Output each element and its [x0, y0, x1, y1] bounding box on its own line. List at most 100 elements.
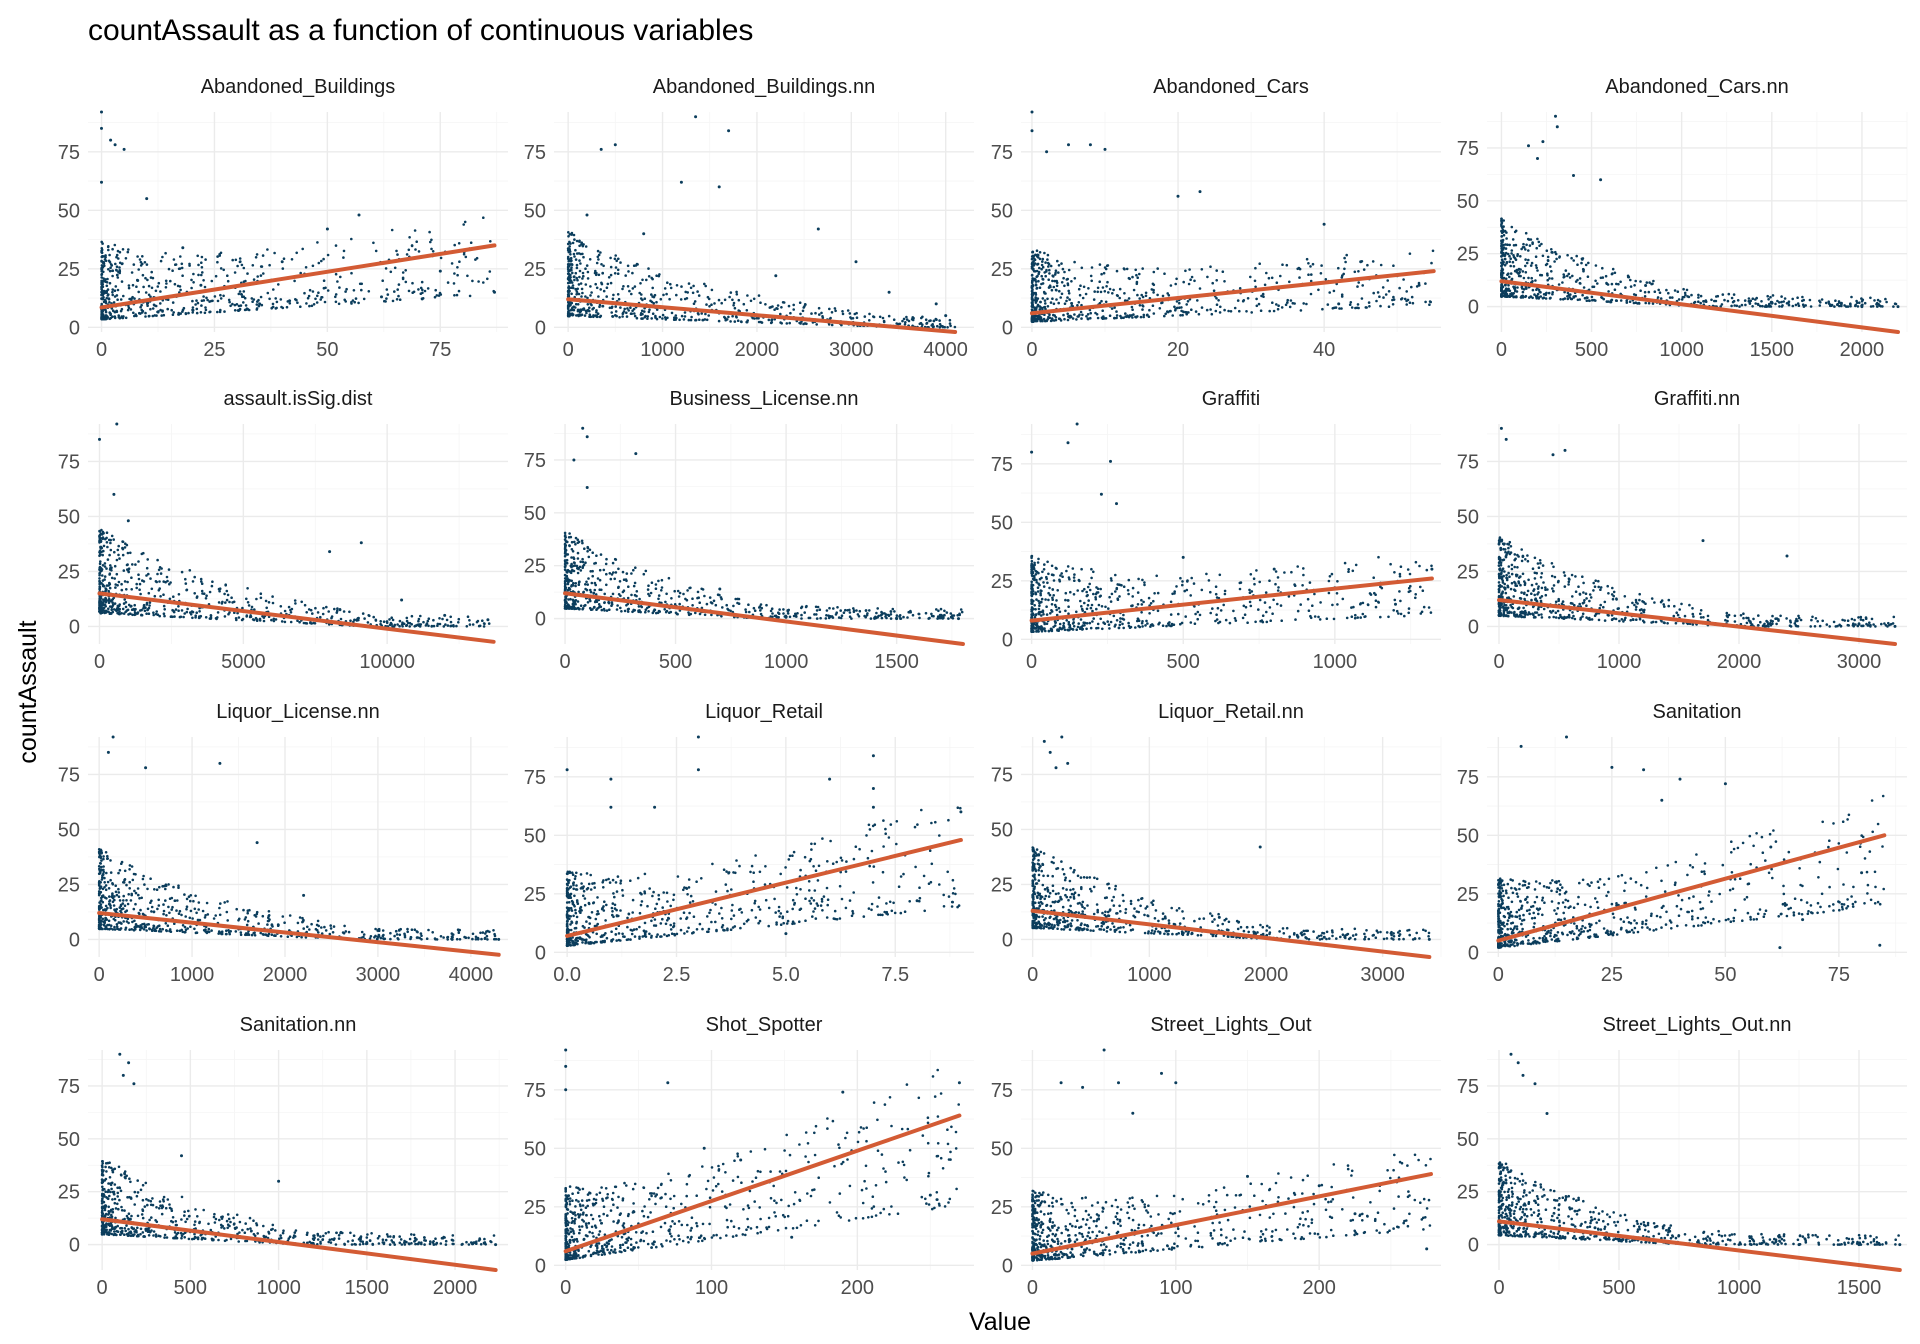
data-point: [1169, 309, 1172, 313]
data-point: [244, 304, 248, 307]
data-point: [1524, 264, 1527, 268]
data-point: [576, 303, 580, 306]
data-point: [169, 279, 172, 283]
data-point: [1198, 190, 1202, 194]
data-point: [1522, 288, 1526, 291]
data-point: [1141, 305, 1145, 308]
data-point: [98, 437, 101, 441]
data-point: [155, 580, 158, 584]
data-point: [222, 268, 225, 272]
data-point: [679, 298, 683, 301]
data-point: [697, 294, 701, 297]
data-point: [568, 249, 571, 252]
data-point: [188, 569, 192, 572]
data-point: [632, 609, 635, 613]
data-point: [398, 619, 402, 623]
data-point: [1041, 297, 1045, 300]
data-point: [193, 575, 196, 579]
data-point: [1130, 305, 1134, 309]
data-point: [1055, 288, 1058, 292]
data-point: [768, 306, 772, 309]
data-point: [277, 283, 280, 286]
data-point: [429, 240, 432, 244]
data-point: [199, 311, 203, 314]
data-point: [204, 308, 208, 312]
data-point: [1033, 258, 1037, 261]
data-point: [102, 317, 106, 321]
data-point: [1330, 572, 1334, 576]
data-point: [1403, 297, 1407, 301]
data-point: [1113, 625, 1117, 628]
data-point: [779, 312, 782, 316]
data-point: [641, 278, 644, 282]
data-point: [275, 300, 279, 304]
data-point: [1127, 276, 1131, 280]
data-point: [1407, 607, 1411, 610]
data-point: [1858, 301, 1861, 305]
data-point: [682, 592, 685, 596]
data-point: [1066, 318, 1070, 322]
data-point: [246, 587, 249, 590]
data-point: [731, 314, 734, 318]
data-point: [1572, 295, 1575, 299]
data-point: [587, 555, 591, 559]
data-point: [197, 273, 200, 277]
data-point: [649, 591, 653, 595]
data-point: [1398, 572, 1402, 576]
data-point: [1134, 315, 1137, 319]
data-point: [158, 580, 161, 583]
data-point: [573, 540, 576, 544]
data-point: [624, 274, 627, 277]
data-point: [177, 605, 180, 608]
data-point: [225, 589, 229, 593]
data-point: [1115, 310, 1118, 313]
data-point: [1545, 249, 1549, 252]
data-point: [267, 601, 271, 604]
data-point: [1500, 261, 1503, 265]
data-point: [116, 298, 119, 302]
data-point: [113, 289, 117, 293]
data-point: [1118, 595, 1121, 598]
data-point: [102, 544, 106, 548]
data-point: [196, 301, 200, 305]
data-point: [1209, 611, 1212, 615]
data-point: [938, 319, 941, 322]
data-point: [1431, 249, 1435, 253]
data-point: [144, 276, 147, 280]
data-point: [98, 571, 102, 575]
data-point: [566, 540, 569, 544]
data-point: [675, 284, 679, 287]
data-point: [421, 288, 424, 292]
data-point: [579, 282, 583, 285]
data-point: [101, 310, 104, 313]
data-point: [138, 582, 142, 586]
data-point: [127, 284, 131, 287]
data-point: [764, 303, 767, 306]
data-point: [147, 284, 151, 288]
data-point: [446, 624, 450, 627]
data-point: [1046, 253, 1050, 257]
data-point: [663, 287, 667, 290]
data-point: [390, 622, 393, 626]
data-point: [106, 545, 109, 549]
data-point: [1057, 301, 1060, 305]
data-point: [578, 607, 581, 611]
data-point: [99, 532, 103, 536]
data-point: [576, 551, 580, 555]
data-point: [113, 564, 117, 568]
data-point: [1550, 270, 1553, 273]
data-point: [586, 277, 590, 280]
data-point: [115, 273, 119, 277]
data-point: [613, 257, 617, 261]
data-point: [659, 297, 663, 301]
data-point: [100, 266, 103, 270]
data-point: [1150, 288, 1154, 291]
data-point: [372, 615, 376, 619]
data-point: [1522, 242, 1525, 246]
data-point: [1106, 620, 1109, 623]
data-point: [210, 279, 214, 283]
data-point: [623, 609, 627, 613]
data-point: [321, 612, 325, 616]
data-point: [925, 322, 928, 325]
